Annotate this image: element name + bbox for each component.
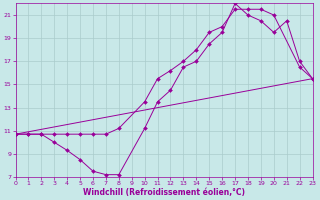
X-axis label: Windchill (Refroidissement éolien,°C): Windchill (Refroidissement éolien,°C) <box>83 188 245 197</box>
